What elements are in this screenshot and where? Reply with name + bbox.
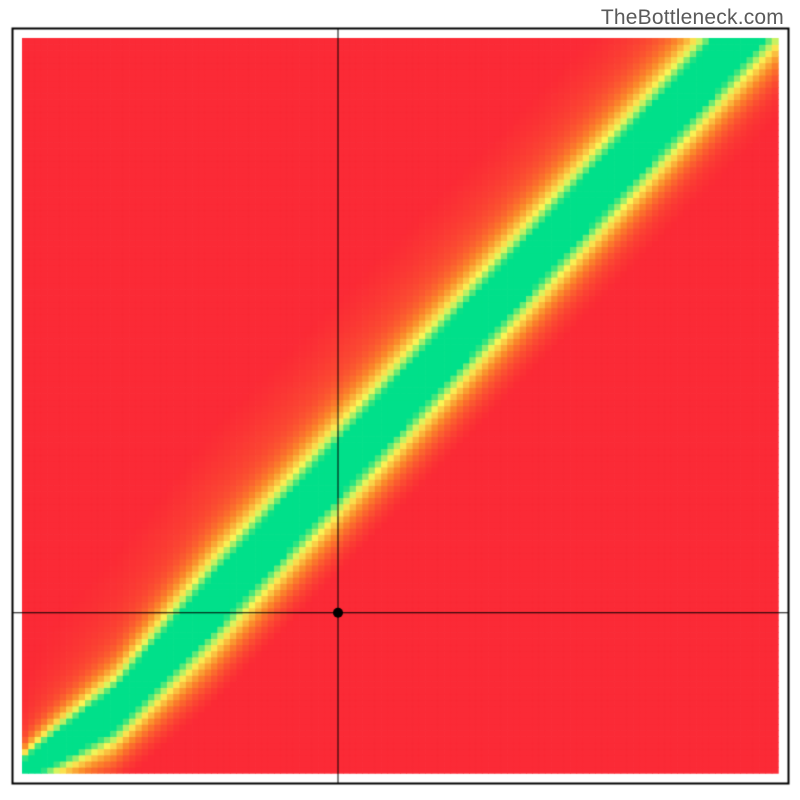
heatmap-canvas <box>0 0 800 800</box>
watermark-text: TheBottleneck.com <box>601 6 784 30</box>
figure-container: TheBottleneck.com <box>0 0 800 800</box>
